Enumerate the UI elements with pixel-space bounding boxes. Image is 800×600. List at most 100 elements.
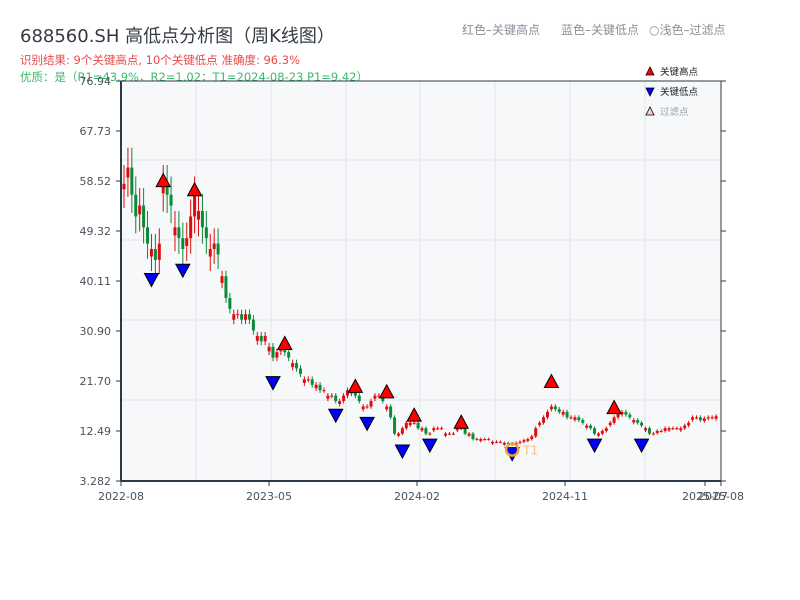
candle-down (353, 390, 357, 396)
legend-label: 关键低点 (660, 86, 699, 98)
candle-up (173, 227, 177, 236)
candle-up (185, 238, 189, 246)
candle-up (365, 406, 369, 408)
y-tick-label: 67.73 (80, 125, 112, 138)
candle-up (377, 395, 381, 397)
candle-up (126, 167, 130, 178)
candle-down (318, 384, 322, 391)
candle-down (577, 417, 581, 421)
hint-blue-lows: 蓝色–关键低点 (561, 23, 640, 37)
candle-down (134, 194, 138, 217)
candles (122, 147, 718, 446)
candle-up (526, 439, 530, 441)
candle-up (671, 428, 675, 430)
y-tick-label: 21.70 (80, 375, 112, 388)
candle-up (596, 433, 600, 436)
x-tick-label: 2022-08 (98, 490, 144, 503)
candle-down (581, 420, 585, 423)
candle-down (200, 211, 204, 228)
y-tick-label: 12.49 (80, 425, 112, 438)
candle-down (416, 422, 420, 429)
candle-up (569, 417, 573, 419)
candle-down (142, 205, 146, 228)
candle-down (593, 428, 597, 434)
candle-up (326, 395, 330, 399)
key-high-marker (276, 335, 293, 350)
candle-up (330, 395, 334, 397)
candle-down (310, 379, 314, 385)
legend-marker-triangle-down-icon (645, 87, 655, 97)
candle-up (149, 249, 153, 257)
candle-up (467, 433, 471, 436)
candle-up (491, 441, 495, 444)
candle-down (357, 395, 361, 402)
key-high-marker (453, 414, 470, 429)
x-tick-label: 2024-11 (542, 490, 588, 503)
y-tick-label: 30.90 (80, 325, 112, 338)
candle-up (545, 411, 549, 418)
candle-up (451, 433, 455, 435)
candle-up (518, 441, 522, 443)
candle-down (216, 243, 220, 255)
candle-up (538, 422, 542, 426)
candle-up (161, 183, 165, 194)
candle-up (244, 314, 248, 320)
candle-up (342, 395, 346, 402)
t1-label: T1 (522, 444, 538, 458)
key-high-marker (186, 181, 203, 197)
candle-down (298, 368, 302, 374)
candle-up (608, 422, 612, 426)
candle-up (585, 425, 589, 428)
candle-up (420, 428, 424, 431)
candle-up (644, 428, 647, 431)
candle-up (542, 417, 546, 423)
x-tick-label: 2025-08 (698, 490, 744, 503)
key-low-marker (143, 272, 160, 288)
candle-down (146, 227, 150, 244)
candle-up (189, 216, 193, 239)
y-tick-label: 58.52 (80, 175, 112, 188)
axes: 76.94 67.73 58.52 49.32 40.11 30.90 21.70 12.49… (80, 75, 744, 503)
candle-up (522, 440, 526, 442)
key-low-marker (265, 376, 281, 391)
candle-down (647, 428, 651, 434)
candle-up (651, 433, 655, 435)
candle-up (385, 406, 389, 410)
candle-up (573, 417, 577, 420)
candle-up (679, 428, 683, 431)
candle-up (361, 406, 365, 410)
candle-up (691, 417, 695, 420)
key-high-marker (347, 378, 364, 393)
legend-marker-triangle-up-outline-icon (645, 106, 655, 116)
candle-down (181, 238, 185, 250)
key-low-marker (422, 438, 438, 454)
hint-red-highs: 红色–关键高点 (462, 23, 541, 37)
candle-up (291, 363, 295, 368)
candle-up (338, 401, 342, 405)
candle-up (232, 314, 236, 320)
candle-up (396, 433, 400, 436)
candle-down (259, 335, 263, 342)
candle-up (663, 428, 667, 431)
candle-up (549, 406, 553, 410)
candle-up (604, 428, 608, 431)
candle-down (177, 227, 181, 239)
candle-down (506, 442, 510, 444)
candle-down (295, 363, 299, 369)
candle-up (495, 441, 498, 443)
candle-up (432, 428, 436, 431)
candle-up (600, 430, 604, 434)
y-tick-label: 40.11 (80, 275, 112, 288)
candle-down (624, 411, 628, 415)
grid-lines (121, 81, 721, 481)
key-low-marker (586, 438, 603, 454)
candle-up (138, 205, 142, 215)
candle-up (314, 384, 318, 389)
candle-down (589, 425, 593, 429)
candle-up (306, 379, 310, 381)
legend-label: 关键高点 (660, 66, 699, 78)
legend-label: 过滤点 (660, 106, 689, 118)
candle-up (436, 428, 440, 430)
candle-up (498, 441, 502, 443)
candle-up (373, 395, 377, 399)
